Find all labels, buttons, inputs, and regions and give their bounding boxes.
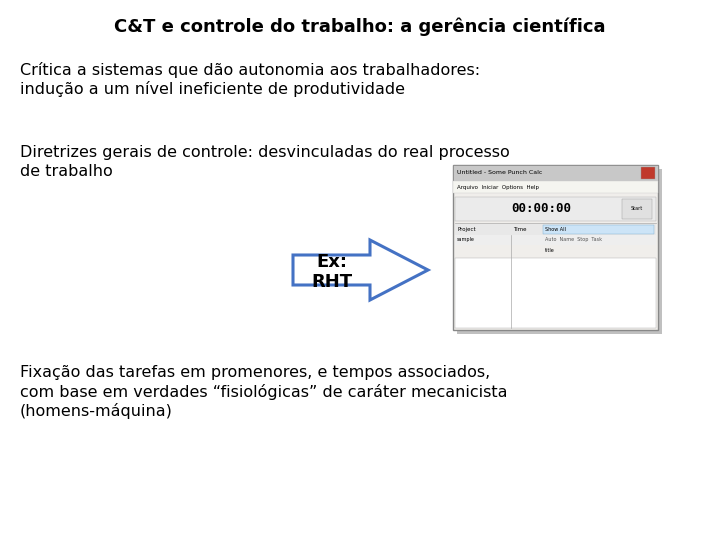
Text: title: title <box>545 247 554 253</box>
Bar <box>457 169 662 334</box>
Text: (homens-máquina): (homens-máquina) <box>20 403 173 419</box>
Text: Start: Start <box>631 206 643 212</box>
Bar <box>453 181 658 193</box>
Text: C&T e controle do trabalho: a gerência científica: C&T e controle do trabalho: a gerência c… <box>114 18 606 37</box>
Text: Diretrizes gerais de controle: desvinculadas do real processo: Diretrizes gerais de controle: desvincul… <box>20 145 510 160</box>
Bar <box>455 197 656 221</box>
Bar <box>453 165 658 181</box>
Text: Arquivo  Iniciar  Options  Help: Arquivo Iniciar Options Help <box>457 185 539 190</box>
Text: Project: Project <box>457 227 476 232</box>
Text: de trabalho: de trabalho <box>20 164 113 179</box>
Text: Ex:: Ex: <box>316 253 347 271</box>
Bar <box>622 199 652 219</box>
Text: 00:00:00: 00:00:00 <box>511 202 572 215</box>
Text: com base em verdades “fisiológicas” de caráter mecanicista: com base em verdades “fisiológicas” de c… <box>20 384 508 400</box>
Polygon shape <box>293 240 428 300</box>
Bar <box>453 165 658 330</box>
Text: Show All: Show All <box>545 227 566 232</box>
Text: indução a um nível ineficiente de produtividade: indução a um nível ineficiente de produt… <box>20 81 405 97</box>
Text: Crítica a sistemas que dão autonomia aos trabalhadores:: Crítica a sistemas que dão autonomia aos… <box>20 62 480 78</box>
Bar <box>455 224 656 235</box>
Text: sample: sample <box>457 238 475 242</box>
Bar <box>455 258 656 328</box>
Text: RHT: RHT <box>311 273 352 291</box>
Bar <box>641 167 655 179</box>
Text: Untitled - Some Punch Calc: Untitled - Some Punch Calc <box>457 171 542 176</box>
Text: Fixação das tarefas em promenores, e tempos associados,: Fixação das tarefas em promenores, e tem… <box>20 365 490 380</box>
Text: Auto  Name  Stop  Task: Auto Name Stop Task <box>545 238 602 242</box>
Bar <box>543 225 654 234</box>
Text: Time: Time <box>513 227 526 232</box>
Bar <box>455 235 656 245</box>
